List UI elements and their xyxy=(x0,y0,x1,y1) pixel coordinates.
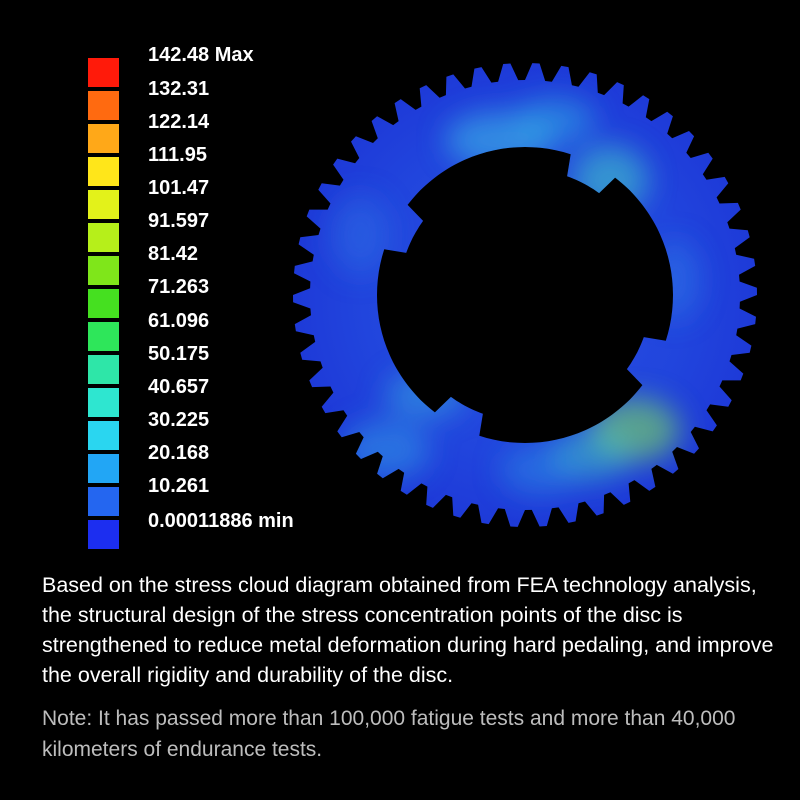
legend-label: 81.42 xyxy=(148,243,199,265)
bolt-hole xyxy=(619,343,628,352)
legend-label: 30.225 xyxy=(148,409,210,431)
legend-swatch-9 xyxy=(88,322,119,351)
legend-label: 50.175 xyxy=(148,343,210,365)
legend-label: 101.47 xyxy=(148,177,210,199)
legend-swatch-4 xyxy=(88,157,119,186)
legend-swatch-11 xyxy=(88,388,119,417)
legend-swatch-15 xyxy=(88,520,119,549)
legend-swatch-2 xyxy=(88,91,119,120)
legend-swatch-3 xyxy=(88,124,119,153)
chainring-stress-plot xyxy=(290,60,760,530)
bolt-hole xyxy=(468,389,477,398)
legend-label: 20.168 xyxy=(148,442,210,464)
legend-swatch-1 xyxy=(88,58,119,87)
legend-label: 71.263 xyxy=(148,276,210,298)
legend-label-min: 0.00011886 min xyxy=(148,510,294,532)
chainring-stress-diagram xyxy=(293,63,757,527)
description-text: Based on the stress cloud diagram obtain… xyxy=(42,573,774,687)
legend-label: 132.31 xyxy=(148,78,210,100)
bolt-holes xyxy=(422,192,628,398)
legend-label: 61.096 xyxy=(148,310,210,332)
legend-label: 122.14 xyxy=(148,111,210,133)
legend-swatch-13 xyxy=(88,454,119,483)
legend-swatch-14 xyxy=(88,487,119,516)
legend-label: 10.261 xyxy=(148,475,210,497)
legend-label: 111.95 xyxy=(148,144,207,166)
bolt-hole xyxy=(573,192,582,201)
legend-swatch-5 xyxy=(88,190,119,219)
stress-legend: 142.48 Max 132.31 122.14 111.95 101.47 9… xyxy=(0,0,320,549)
legend-label: 40.657 xyxy=(148,376,210,398)
bolt-hole xyxy=(422,238,431,247)
legend-label-max: 142.48 Max xyxy=(148,44,254,66)
legend-swatch-12 xyxy=(88,421,119,450)
note-text: Note: It has passed more than 100,000 fa… xyxy=(42,707,736,761)
legend-swatch-7 xyxy=(88,256,119,285)
legend-swatch-10 xyxy=(88,355,119,384)
legend-label: 91.597 xyxy=(148,210,210,232)
legend-swatch-8 xyxy=(88,289,119,318)
legend-swatch-6 xyxy=(88,223,119,252)
